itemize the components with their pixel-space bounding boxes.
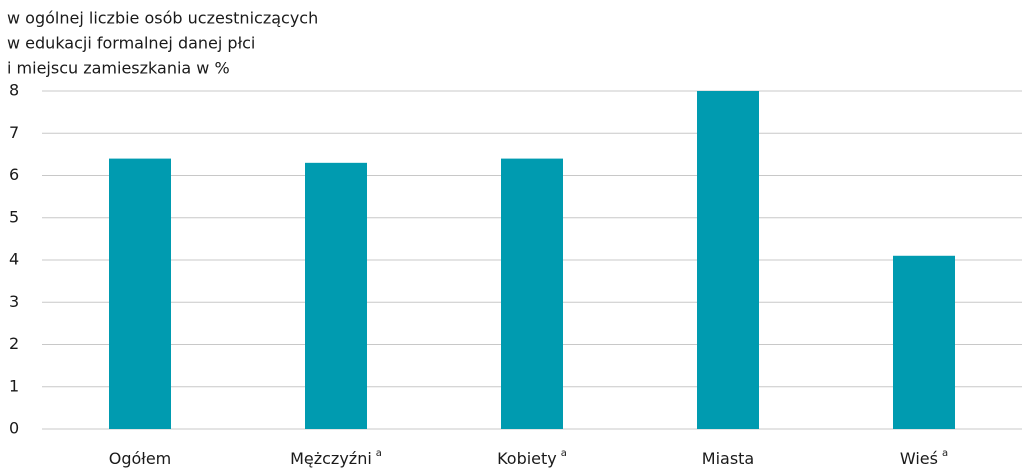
bar [109, 158, 171, 429]
y-tick-label: 7 [9, 123, 19, 142]
y-tick-label: 3 [9, 292, 19, 311]
x-tick-label: Kobiety a [497, 448, 567, 468]
bar [501, 158, 563, 429]
x-tick-label: Miasta [702, 449, 754, 468]
y-tick-label: 5 [9, 207, 19, 226]
chart-title-line: w ogólnej liczbie osób uczestniczących [7, 9, 318, 28]
bar [305, 162, 367, 429]
bar [697, 91, 759, 429]
x-tick-label: Mężczyźni a [290, 448, 382, 468]
chart-title-line: w edukacji formalnej danej płci [7, 34, 255, 53]
x-tick-label: Ogółem [109, 449, 172, 468]
bar [893, 255, 955, 429]
y-tick-label: 8 [9, 81, 19, 100]
footnote-mark: a [376, 448, 382, 459]
category-name: Ogółem [109, 449, 172, 468]
y-tick-label: 4 [9, 250, 19, 269]
category-name: Mężczyźni [290, 449, 372, 468]
footnote-mark: a [561, 448, 567, 459]
y-tick-label: 6 [9, 165, 19, 184]
chart-title-line: i miejscu zamieszkania w % [7, 59, 230, 78]
category-name: Wieś [900, 449, 938, 468]
category-name: Kobiety [497, 449, 557, 468]
y-tick-label: 1 [9, 376, 19, 395]
category-name: Miasta [702, 449, 754, 468]
y-tick-label: 2 [9, 334, 19, 353]
footnote-mark: a [942, 448, 948, 459]
y-tick-label: 0 [9, 419, 19, 438]
x-tick-label: Wieś a [900, 448, 948, 468]
